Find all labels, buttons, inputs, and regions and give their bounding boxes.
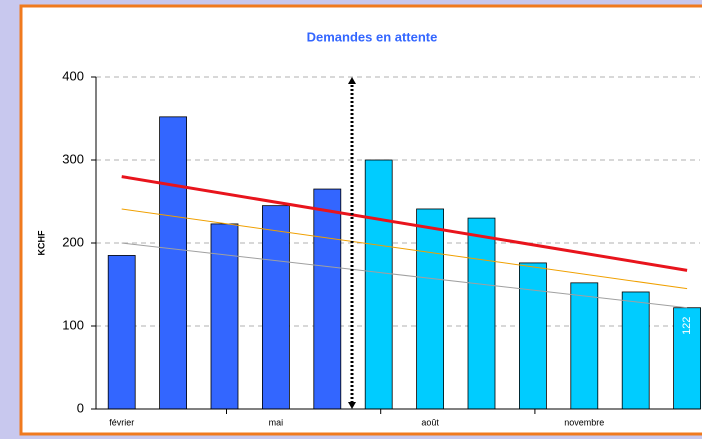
bar: [570, 282, 599, 410]
chart-title: Demandes en attente: [307, 29, 438, 44]
trend-line: [121, 175, 688, 272]
bar: [621, 291, 650, 410]
bar: [159, 116, 188, 410]
y-tick-label: 200: [62, 234, 84, 249]
bar: [261, 205, 290, 410]
bar: [313, 188, 342, 410]
arrow-head: [348, 402, 356, 409]
x-tick-label: février: [109, 417, 134, 427]
bar: [467, 217, 496, 410]
x-tick-label: août: [421, 417, 439, 427]
trend-line: [121, 242, 688, 309]
y-tick-label: 400: [62, 68, 84, 83]
y-tick-label: 300: [62, 151, 84, 166]
data-label: 122: [681, 317, 693, 335]
y-tick-label: 0: [77, 400, 84, 415]
y-tick-label: 100: [62, 317, 84, 332]
bar: [416, 208, 445, 410]
arrow-head: [348, 77, 356, 84]
bar: [519, 262, 547, 410]
x-tick-label: mai: [269, 417, 284, 427]
trend-line: [121, 208, 688, 290]
bar: [210, 223, 239, 410]
y-axis-label: KCHF: [36, 230, 46, 255]
x-tick-label: novembre: [564, 417, 604, 427]
bar: [364, 159, 393, 410]
bar: [107, 255, 136, 410]
